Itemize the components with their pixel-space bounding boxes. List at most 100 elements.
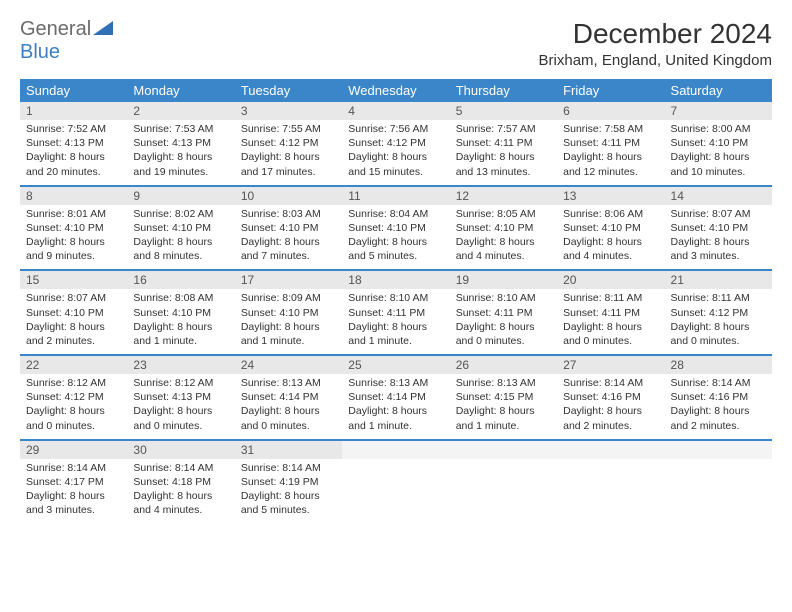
daylight-text: Daylight: 8 hours and 4 minutes. bbox=[133, 489, 228, 517]
title-block: December 2024 Brixham, England, United K… bbox=[539, 18, 772, 69]
day-of-week-row: Sunday Monday Tuesday Wednesday Thursday… bbox=[20, 79, 772, 102]
sunset-text: Sunset: 4:11 PM bbox=[456, 306, 551, 320]
day-detail-cell: Sunrise: 8:14 AMSunset: 4:16 PMDaylight:… bbox=[557, 374, 664, 440]
daylight-text: Daylight: 8 hours and 0 minutes. bbox=[133, 404, 228, 432]
day-number-cell: 17 bbox=[235, 271, 342, 289]
daylight-text: Daylight: 8 hours and 9 minutes. bbox=[26, 235, 121, 263]
day-number-cell: 19 bbox=[450, 271, 557, 289]
day-detail-cell: Sunrise: 8:10 AMSunset: 4:11 PMDaylight:… bbox=[450, 289, 557, 355]
sunset-text: Sunset: 4:19 PM bbox=[241, 475, 336, 489]
daylight-text: Daylight: 8 hours and 0 minutes. bbox=[26, 404, 121, 432]
sunrise-text: Sunrise: 8:07 AM bbox=[671, 207, 766, 221]
sunrise-text: Sunrise: 8:13 AM bbox=[348, 376, 443, 390]
day-number-cell: 6 bbox=[557, 102, 664, 120]
day-number-cell: 8 bbox=[20, 187, 127, 205]
daylight-text: Daylight: 8 hours and 2 minutes. bbox=[563, 404, 658, 432]
sunrise-text: Sunrise: 8:13 AM bbox=[241, 376, 336, 390]
day-number-cell bbox=[557, 441, 664, 459]
sunrise-text: Sunrise: 8:10 AM bbox=[348, 291, 443, 305]
sunset-text: Sunset: 4:11 PM bbox=[348, 306, 443, 320]
day-detail-cell: Sunrise: 8:00 AMSunset: 4:10 PMDaylight:… bbox=[665, 120, 772, 186]
sunset-text: Sunset: 4:10 PM bbox=[241, 221, 336, 235]
sunset-text: Sunset: 4:10 PM bbox=[671, 221, 766, 235]
day-detail-cell: Sunrise: 8:13 AMSunset: 4:14 PMDaylight:… bbox=[235, 374, 342, 440]
logo-text: General Blue bbox=[20, 18, 113, 64]
day-number-cell: 12 bbox=[450, 187, 557, 205]
day-number-row: 15161718192021 bbox=[20, 271, 772, 289]
dow-tuesday: Tuesday bbox=[235, 79, 342, 102]
sunrise-text: Sunrise: 8:04 AM bbox=[348, 207, 443, 221]
daylight-text: Daylight: 8 hours and 0 minutes. bbox=[241, 404, 336, 432]
daylight-text: Daylight: 8 hours and 1 minute. bbox=[456, 404, 551, 432]
day-detail-cell: Sunrise: 8:11 AMSunset: 4:12 PMDaylight:… bbox=[665, 289, 772, 355]
day-number-cell: 1 bbox=[20, 102, 127, 120]
day-number-cell: 11 bbox=[342, 187, 449, 205]
sunrise-text: Sunrise: 8:14 AM bbox=[26, 461, 121, 475]
day-number-cell: 23 bbox=[127, 356, 234, 374]
day-detail-cell: Sunrise: 8:14 AMSunset: 4:16 PMDaylight:… bbox=[665, 374, 772, 440]
sunrise-text: Sunrise: 8:13 AM bbox=[456, 376, 551, 390]
day-detail-row: Sunrise: 8:07 AMSunset: 4:10 PMDaylight:… bbox=[20, 289, 772, 355]
day-number-cell bbox=[342, 441, 449, 459]
day-detail-cell: Sunrise: 8:01 AMSunset: 4:10 PMDaylight:… bbox=[20, 205, 127, 271]
sunrise-text: Sunrise: 7:56 AM bbox=[348, 122, 443, 136]
logo-part1: General bbox=[20, 18, 91, 40]
page-title: December 2024 bbox=[539, 18, 772, 50]
day-number-cell: 20 bbox=[557, 271, 664, 289]
day-detail-cell bbox=[665, 459, 772, 524]
logo: General Blue bbox=[20, 18, 113, 64]
daylight-text: Daylight: 8 hours and 1 minute. bbox=[241, 320, 336, 348]
day-detail-row: Sunrise: 7:52 AMSunset: 4:13 PMDaylight:… bbox=[20, 120, 772, 186]
day-detail-cell: Sunrise: 7:53 AMSunset: 4:13 PMDaylight:… bbox=[127, 120, 234, 186]
day-number-cell: 14 bbox=[665, 187, 772, 205]
day-detail-cell: Sunrise: 8:11 AMSunset: 4:11 PMDaylight:… bbox=[557, 289, 664, 355]
sunset-text: Sunset: 4:11 PM bbox=[456, 136, 551, 150]
daylight-text: Daylight: 8 hours and 1 minute. bbox=[348, 404, 443, 432]
day-number-cell: 24 bbox=[235, 356, 342, 374]
day-number-cell: 9 bbox=[127, 187, 234, 205]
day-number-cell: 18 bbox=[342, 271, 449, 289]
sunrise-text: Sunrise: 8:14 AM bbox=[563, 376, 658, 390]
day-number-cell: 5 bbox=[450, 102, 557, 120]
day-number-cell: 28 bbox=[665, 356, 772, 374]
sunset-text: Sunset: 4:10 PM bbox=[563, 221, 658, 235]
sunrise-text: Sunrise: 8:06 AM bbox=[563, 207, 658, 221]
sunrise-text: Sunrise: 8:02 AM bbox=[133, 207, 228, 221]
day-detail-cell: Sunrise: 8:06 AMSunset: 4:10 PMDaylight:… bbox=[557, 205, 664, 271]
sunrise-text: Sunrise: 8:14 AM bbox=[671, 376, 766, 390]
day-detail-cell: Sunrise: 8:13 AMSunset: 4:15 PMDaylight:… bbox=[450, 374, 557, 440]
day-number-row: 1234567 bbox=[20, 102, 772, 120]
day-detail-cell: Sunrise: 8:09 AMSunset: 4:10 PMDaylight:… bbox=[235, 289, 342, 355]
sunset-text: Sunset: 4:12 PM bbox=[26, 390, 121, 404]
sunset-text: Sunset: 4:14 PM bbox=[348, 390, 443, 404]
sunrise-text: Sunrise: 8:14 AM bbox=[241, 461, 336, 475]
sunrise-text: Sunrise: 7:58 AM bbox=[563, 122, 658, 136]
day-detail-cell: Sunrise: 7:58 AMSunset: 4:11 PMDaylight:… bbox=[557, 120, 664, 186]
day-number-cell: 30 bbox=[127, 441, 234, 459]
day-detail-cell: Sunrise: 8:05 AMSunset: 4:10 PMDaylight:… bbox=[450, 205, 557, 271]
sunset-text: Sunset: 4:12 PM bbox=[671, 306, 766, 320]
day-detail-cell: Sunrise: 8:13 AMSunset: 4:14 PMDaylight:… bbox=[342, 374, 449, 440]
sunrise-text: Sunrise: 8:08 AM bbox=[133, 291, 228, 305]
dow-friday: Friday bbox=[557, 79, 664, 102]
daylight-text: Daylight: 8 hours and 15 minutes. bbox=[348, 150, 443, 178]
sunrise-text: Sunrise: 7:53 AM bbox=[133, 122, 228, 136]
day-number-cell: 3 bbox=[235, 102, 342, 120]
day-detail-cell: Sunrise: 8:14 AMSunset: 4:18 PMDaylight:… bbox=[127, 459, 234, 524]
day-number-cell: 7 bbox=[665, 102, 772, 120]
sunset-text: Sunset: 4:17 PM bbox=[26, 475, 121, 489]
day-detail-cell: Sunrise: 8:08 AMSunset: 4:10 PMDaylight:… bbox=[127, 289, 234, 355]
location: Brixham, England, United Kingdom bbox=[539, 52, 772, 69]
day-number-row: 891011121314 bbox=[20, 187, 772, 205]
daylight-text: Daylight: 8 hours and 0 minutes. bbox=[456, 320, 551, 348]
day-detail-cell: Sunrise: 8:02 AMSunset: 4:10 PMDaylight:… bbox=[127, 205, 234, 271]
sunset-text: Sunset: 4:10 PM bbox=[133, 306, 228, 320]
daylight-text: Daylight: 8 hours and 17 minutes. bbox=[241, 150, 336, 178]
sunrise-text: Sunrise: 8:03 AM bbox=[241, 207, 336, 221]
daylight-text: Daylight: 8 hours and 2 minutes. bbox=[671, 404, 766, 432]
sunset-text: Sunset: 4:13 PM bbox=[133, 390, 228, 404]
daylight-text: Daylight: 8 hours and 20 minutes. bbox=[26, 150, 121, 178]
day-number-cell bbox=[665, 441, 772, 459]
daylight-text: Daylight: 8 hours and 12 minutes. bbox=[563, 150, 658, 178]
day-number-cell: 13 bbox=[557, 187, 664, 205]
